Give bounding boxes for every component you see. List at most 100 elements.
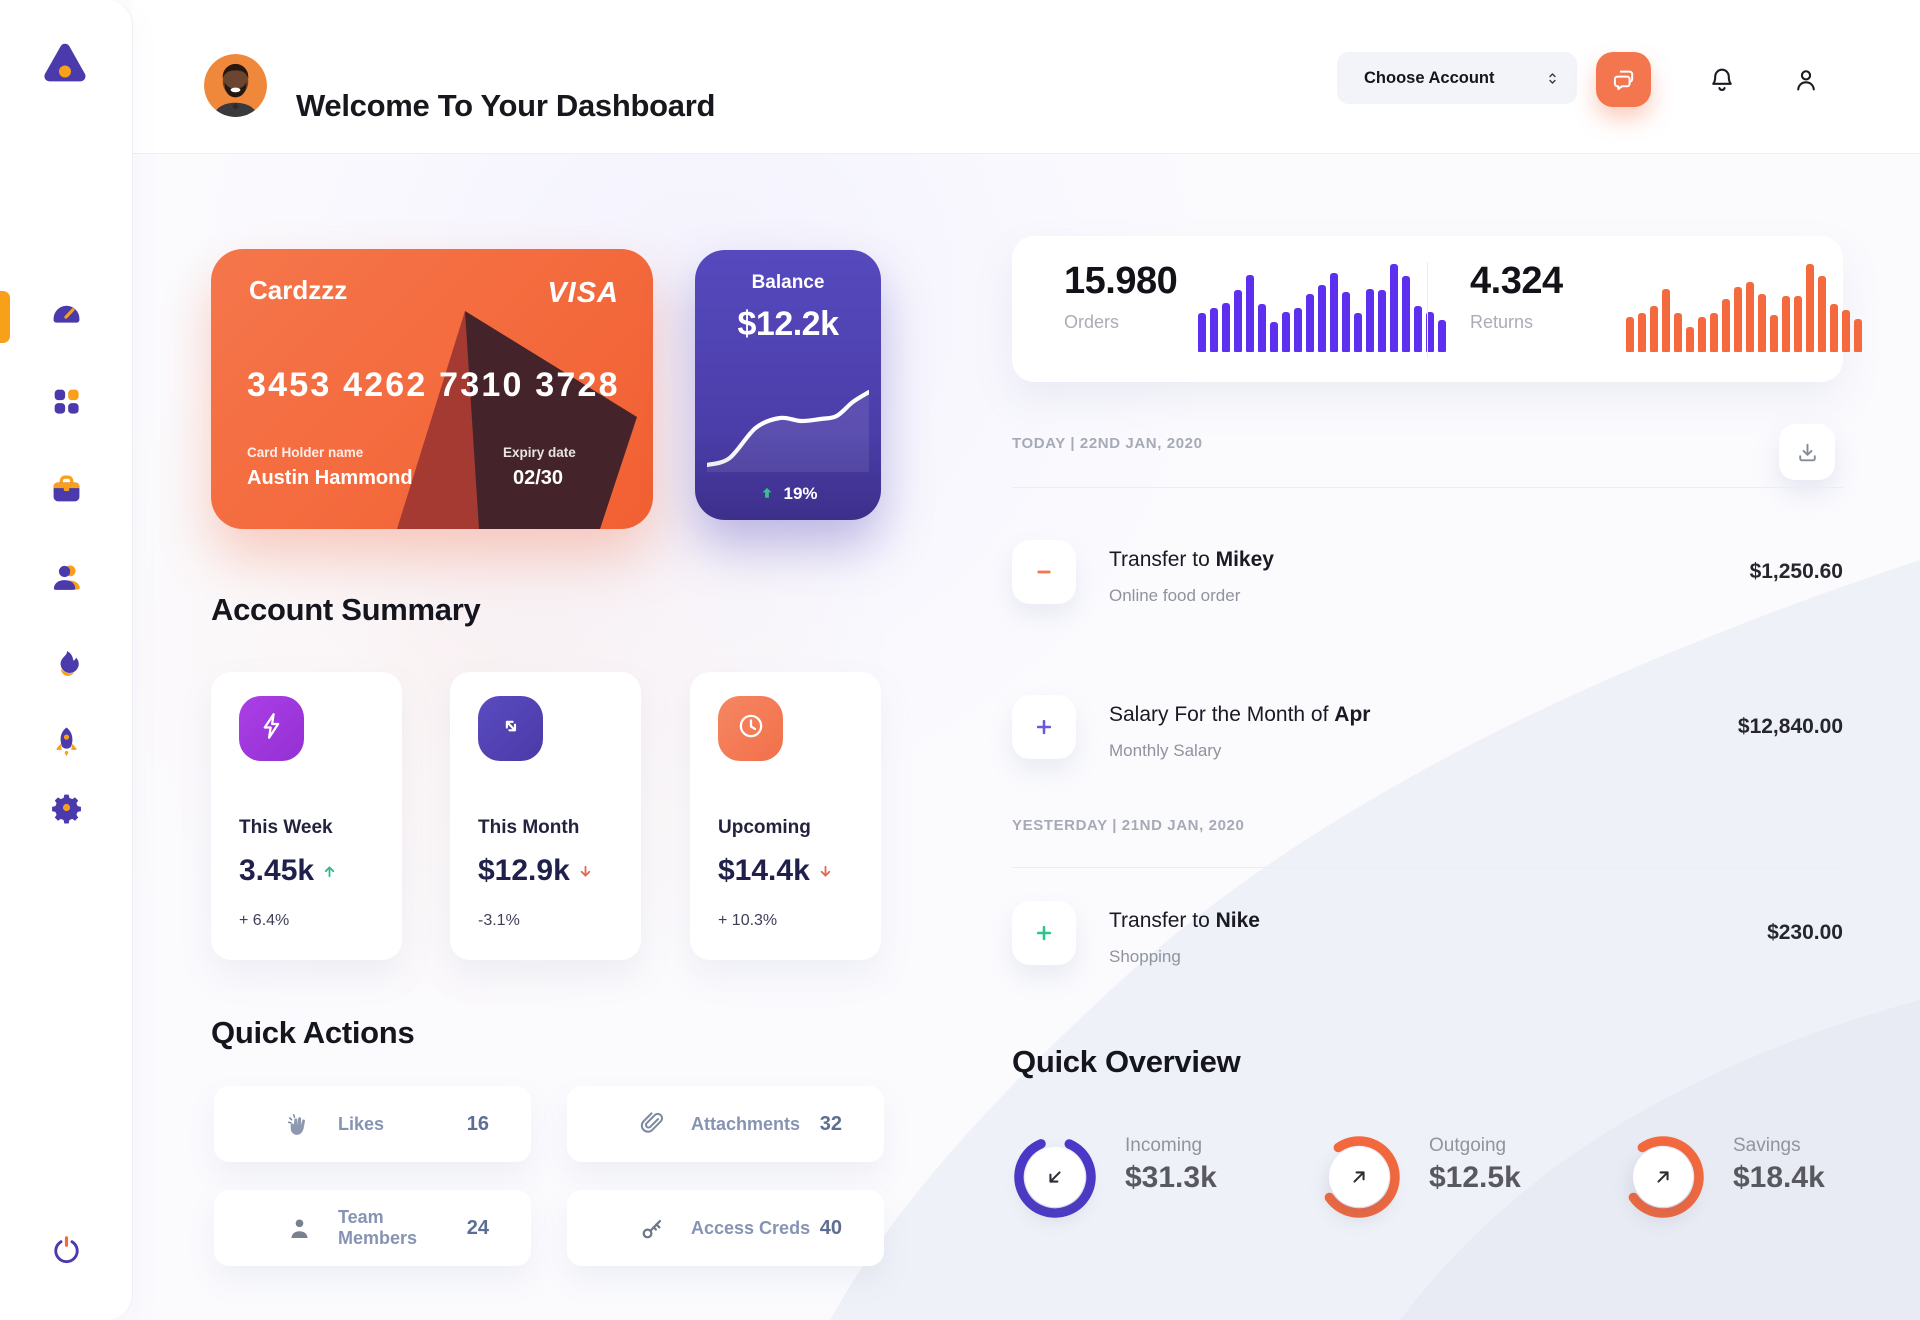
bar	[1794, 296, 1802, 352]
bell-icon	[1712, 68, 1732, 91]
summary-card-this-month[interactable]: This Month $12.9k -3.1%	[450, 672, 641, 960]
power-icon	[50, 1234, 83, 1272]
bar	[1282, 312, 1290, 352]
avatar[interactable]	[204, 54, 267, 117]
gauge-center	[1329, 1147, 1389, 1207]
messages-button[interactable]	[1596, 52, 1651, 107]
user-icon	[50, 561, 83, 599]
quick-overview-title: Quick Overview	[1012, 1044, 1241, 1079]
bar	[1438, 320, 1446, 352]
logout-power-icon[interactable]	[46, 1232, 86, 1274]
bar	[1402, 276, 1410, 352]
balance-label: Balance	[751, 272, 825, 293]
summary-label: Upcoming	[718, 817, 811, 838]
quick-action-count: 16	[466, 1112, 489, 1135]
bar	[1854, 319, 1862, 352]
bar	[1354, 313, 1362, 352]
arrow-down-icon	[576, 862, 595, 881]
paperclip-icon	[603, 1111, 666, 1138]
transaction-subtitle: Shopping	[1109, 947, 1181, 966]
quick-action-label: Access Creds	[691, 1217, 811, 1238]
sidebar-item-settings[interactable]	[46, 789, 86, 831]
briefcase-icon	[50, 473, 83, 511]
balance-sparkline	[707, 389, 869, 472]
gauge-center	[1633, 1147, 1693, 1207]
bar	[1806, 264, 1814, 352]
balance-card[interactable]: Balance $12.2k 19%	[695, 250, 881, 520]
divider	[1012, 867, 1843, 868]
sidebar-item-dashboard[interactable]	[46, 295, 86, 337]
summary-tile	[239, 696, 304, 761]
orders-value: 15.980	[1064, 260, 1178, 302]
quick-action-label: Attachments	[691, 1113, 801, 1134]
gauge-value: $31.3k	[1125, 1161, 1217, 1194]
bar	[1818, 276, 1826, 352]
quick-action-access-creds[interactable]: Access Creds 40	[567, 1190, 884, 1266]
quick-action-attachments[interactable]: Attachments 32	[567, 1086, 884, 1162]
transaction-amount: $230.00	[1767, 921, 1843, 944]
bar	[1698, 317, 1706, 352]
gauge-label: Savings	[1733, 1135, 1801, 1156]
balance-delta: 19%	[695, 484, 881, 504]
download-statement-button[interactable]	[1779, 424, 1835, 480]
plus-icon	[1030, 713, 1058, 741]
bar	[1414, 306, 1422, 352]
key-icon	[603, 1215, 666, 1242]
account-summary-title: Account Summary	[211, 592, 481, 627]
transactions-date-heading: TODAY | 22ND JAN, 2020	[1012, 435, 1203, 452]
lightning-icon	[256, 710, 288, 747]
profile-button[interactable]	[1783, 57, 1829, 103]
plus-icon	[1030, 919, 1058, 947]
sidebar-item-boost[interactable]	[46, 723, 86, 765]
rocket-icon	[50, 725, 83, 763]
bar	[1830, 304, 1838, 352]
chevron-up-down-icon	[1549, 72, 1556, 84]
returns-value: 4.324	[1470, 260, 1563, 302]
transaction-title[interactable]: Transfer to Nike	[1109, 909, 1260, 932]
summary-value: $12.9k	[478, 854, 595, 888]
sidebar-item-work[interactable]	[46, 471, 86, 513]
card-expiry-value: 02/30	[513, 467, 564, 489]
gauge-label: Outgoing	[1429, 1135, 1507, 1156]
sidebar-item-contacts[interactable]	[46, 559, 86, 601]
transaction-title[interactable]: Transfer to Mikey	[1109, 548, 1274, 571]
quick-actions-title: Quick Actions	[211, 1015, 415, 1050]
quick-action-count: 40	[819, 1216, 842, 1239]
bar	[1626, 317, 1634, 352]
arrow-up-green-icon	[762, 487, 772, 498]
summary-card-this-week[interactable]: This Week 3.45k + 6.4%	[211, 672, 402, 960]
summary-card-upcoming[interactable]: Upcoming $14.4k + 10.3%	[690, 672, 881, 960]
bar	[1746, 282, 1754, 352]
gauge-text: Incoming $31.3k	[1125, 1135, 1217, 1195]
gauge-text: Savings $18.4k	[1733, 1135, 1825, 1195]
arrow-up-icon	[320, 862, 339, 881]
transaction-type-icon	[1012, 901, 1076, 965]
summary-delta: -3.1%	[478, 912, 520, 929]
page-title: Welcome To Your Dashboard	[296, 87, 716, 123]
credit-card[interactable]: Cardzzz VISA 3453 4262 7310 3728 Card Ho…	[211, 249, 653, 529]
sidebar-item-apps[interactable]	[46, 383, 86, 425]
divider	[1012, 487, 1843, 488]
bar	[1210, 308, 1218, 352]
notifications-button[interactable]	[1699, 57, 1745, 103]
bar	[1758, 294, 1766, 352]
transaction-title[interactable]: Salary For the Month of Apr	[1109, 703, 1371, 726]
app-logo-icon[interactable]	[36, 38, 94, 96]
choose-account-select[interactable]: Choose Account	[1337, 52, 1577, 104]
bar	[1378, 290, 1386, 352]
quick-action-likes[interactable]: Likes 16	[214, 1086, 531, 1162]
card-number: 3453 4262 7310 3728	[247, 366, 620, 404]
bar	[1650, 306, 1658, 352]
bar	[1366, 289, 1374, 352]
orders-label: Orders	[1064, 312, 1120, 332]
bar	[1222, 303, 1230, 352]
card-name: Cardzzz	[249, 275, 348, 305]
sidebar-item-activity[interactable]	[46, 646, 86, 688]
transaction-amount: $1,250.60	[1749, 560, 1843, 583]
quick-action-team-members[interactable]: Team Members 24	[214, 1190, 531, 1266]
bar	[1662, 289, 1670, 352]
visa-logo: VISA	[547, 277, 619, 309]
bar	[1330, 273, 1338, 352]
bar	[1782, 296, 1790, 352]
gauge-value: $18.4k	[1733, 1161, 1825, 1194]
